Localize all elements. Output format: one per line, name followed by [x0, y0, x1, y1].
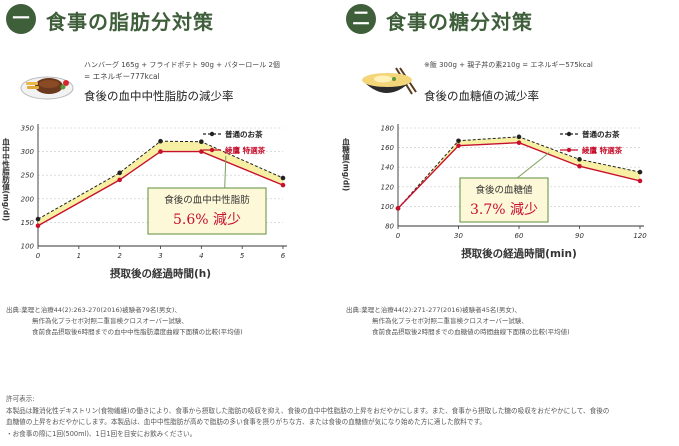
x-tick-label: 60: [515, 232, 524, 240]
meal-description: ハンバーグ 165g + フライドポテト 90g + バターロール 2個: [84, 61, 280, 69]
blood-glucose-chart: 80 100 120 140 160 180 0 30 60 90 120 摂取後の経過時間(min)…: [341, 124, 647, 260]
data-point: [199, 149, 204, 154]
source-line: 食前食品摂取後2時間までの血糖値の時間曲線下面積の比較(平均値): [372, 328, 570, 336]
legend-label: 普通のお茶: [225, 129, 263, 139]
y-tick-label: 80: [385, 223, 394, 231]
x-tick-label: 0: [396, 232, 401, 240]
x-tick-label: 6: [281, 252, 286, 260]
y-tick-label: 250: [21, 172, 35, 180]
y-tick-label: 300: [21, 148, 35, 156]
notes-line: 許可表示:: [6, 395, 35, 403]
x-tick-label: 4: [199, 252, 203, 260]
data-point: [395, 206, 401, 211]
source-line: 無作為化プラセボ対照二重盲検クロスオーバー試験、: [372, 317, 528, 325]
callout-box: [459, 177, 549, 223]
hamburg-plate-illustration: [20, 76, 74, 100]
callout-title: 食後の血中中性脂肪: [164, 194, 250, 206]
y-tick-label: 180: [381, 125, 395, 133]
data-point: [158, 138, 163, 144]
data-point: [637, 169, 643, 175]
chart-subtitle: 食後の血中中性脂肪の減少率: [84, 89, 234, 103]
legend-marker: [566, 147, 572, 153]
panel-fat: 一 食事の脂肪分対策 ハンバーグ 165g + フライドポテト 90g + バタ…: [0, 0, 340, 300]
data-point: [456, 143, 461, 148]
data-point: [456, 138, 461, 144]
x-axis-label: 摂取後の経過時間(min): [461, 247, 577, 260]
x-tick-label: 90: [575, 232, 584, 240]
permission-notes: 許可表示: 本製品は難消化性デキストリン(食物繊維)の働きにより、食事から摂取し…: [6, 394, 609, 440]
legend-label: 綾鷹 特選茶: [582, 145, 623, 155]
x-tick-label: 2: [117, 252, 122, 260]
meal-energy: = エネルギー777kcal: [84, 72, 160, 81]
callout-box: [147, 187, 267, 235]
source-citation-right: 出典:薬理と治療44(2):271-277(2016)被験者45名(男女)、 無…: [346, 305, 570, 338]
y-tick-label: 160: [381, 144, 395, 152]
y-tick-label: 120: [381, 183, 395, 191]
data-point: [577, 157, 582, 162]
x-axis-label: 摂取後の経過時間(h): [110, 267, 211, 280]
data-point: [158, 149, 163, 154]
data-point: [199, 139, 204, 144]
badge-two: 二: [346, 4, 376, 34]
y-tick-label: 100: [21, 243, 35, 251]
y-tick-label: 200: [21, 195, 35, 203]
callout-title: 食後の血糖値: [475, 184, 533, 196]
badge-one: 一: [6, 4, 36, 34]
data-point: [280, 182, 286, 188]
x-tick-label: 1: [77, 252, 81, 260]
source-line: 出典:薬理と治療44(2):271-277(2016)被験者45名(男女)、: [346, 306, 521, 314]
panel-heading: 食事の糖分対策: [386, 10, 533, 34]
data-point: [117, 177, 122, 183]
data-point: [577, 163, 582, 169]
callout-pointer: [516, 152, 550, 179]
y-axis-label: 血糖値(mg/dl): [341, 137, 350, 192]
meal-description: ※飯 300g + 親子丼の素210g = エネルギー575kcal: [424, 61, 593, 69]
source-line: 食前食品摂取後6時間までの血中中性脂肪濃度曲線下面積の比較(平均値): [32, 328, 243, 336]
legend-marker: [209, 131, 215, 137]
legend-marker: [209, 147, 215, 153]
source-line: 無作為化プラセボ対照二重盲検クロスオーバー試験、: [32, 317, 188, 325]
panel-sugar: 二 食事の糖分対策 ※飯 300g + 親子丼の素210g = エネルギー575…: [340, 0, 679, 300]
callout-value: 5.6% 減少: [173, 211, 241, 228]
data-point: [637, 178, 643, 184]
data-point: [117, 170, 122, 176]
source-citation-left: 出典:薬理と治療44(2):263-270(2016)被験者79名(男女)、 無…: [6, 305, 243, 338]
data-point: [516, 140, 522, 145]
legend-label: 綾鷹 特選茶: [225, 145, 266, 155]
notes-line: 本製品は難消化性デキストリン(食物繊維)の働きにより、食事から摂取した脂肪の吸収…: [6, 406, 610, 415]
rice-bowl-illustration: [362, 67, 417, 95]
x-tick-label: 30: [454, 232, 463, 240]
x-tick-label: 5: [240, 252, 245, 260]
x-tick-label: 3: [158, 252, 162, 260]
triglyceride-chart: 100 150 200 250 300 350 0 1 2 3 4 5 6 摂取後の経過時間(h) 血中中性…: [1, 124, 287, 280]
callout-pointer: [224, 155, 227, 189]
data-point: [280, 175, 286, 181]
y-axis-label: 血中中性脂肪値(mg/dl): [1, 137, 10, 222]
legend-marker: [566, 131, 572, 137]
callout-value: 3.7% 減少: [470, 201, 538, 218]
y-tick-label: 350: [21, 125, 35, 133]
data-point: [516, 134, 522, 140]
notes-line: 血糖値の上昇をおだやかにします。本製品は、血中中性脂肪が高めで脂肪の多い食事を摂…: [6, 418, 487, 426]
x-tick-label: 120: [633, 232, 647, 240]
notes-line: ・お食事の際に1回(500ml)、1日1回を目安にお飲みください。: [6, 429, 197, 438]
legend-label: 普通のお茶: [582, 129, 620, 139]
panel-heading: 食事の脂肪分対策: [46, 10, 214, 34]
y-tick-label: 140: [381, 164, 395, 172]
y-tick-label: 100: [381, 203, 395, 211]
y-tick-label: 150: [21, 219, 35, 227]
data-point: [35, 223, 41, 229]
chart-subtitle: 食後の血糖値の減少率: [424, 89, 539, 103]
source-line: 出典:薬理と治療44(2):263-270(2016)被験者79名(男女)、: [6, 306, 181, 314]
x-tick-label: 0: [36, 252, 41, 260]
data-point: [35, 216, 41, 222]
